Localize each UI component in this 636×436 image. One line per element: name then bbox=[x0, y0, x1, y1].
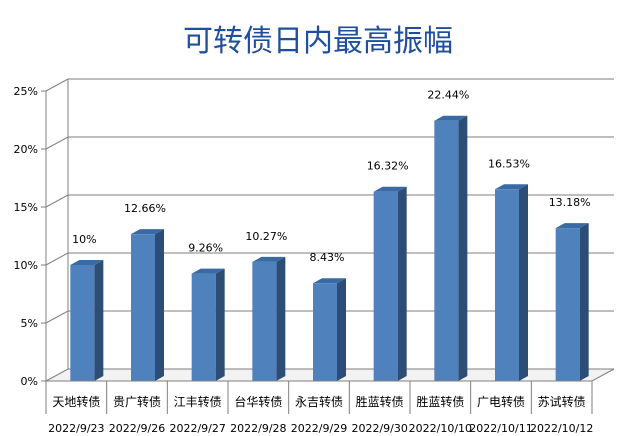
x-category-label: 永吉转债 bbox=[295, 394, 343, 409]
bar-top bbox=[555, 223, 589, 229]
bar-side bbox=[94, 260, 104, 381]
bar-top bbox=[434, 115, 468, 121]
bar-front bbox=[131, 234, 155, 381]
bar-side bbox=[276, 256, 286, 381]
bar-side bbox=[458, 115, 468, 382]
gridline bbox=[45, 194, 614, 208]
bar-top bbox=[495, 184, 528, 190]
bar bbox=[555, 223, 589, 381]
bar-front bbox=[191, 273, 216, 381]
bar-front bbox=[313, 283, 337, 381]
bar bbox=[434, 115, 468, 382]
bar-top bbox=[131, 229, 164, 235]
data-label: 22.44% bbox=[427, 89, 469, 102]
bar bbox=[495, 184, 528, 381]
bar-side bbox=[215, 268, 225, 381]
gridline bbox=[45, 136, 614, 150]
data-label: 16.32% bbox=[367, 160, 409, 173]
x-category-label: 苏试转债 bbox=[538, 394, 586, 409]
bar bbox=[131, 229, 164, 381]
bar bbox=[70, 260, 104, 381]
data-label: 13.18% bbox=[549, 196, 591, 209]
x-category-label: 广电转债 bbox=[477, 394, 525, 409]
bar bbox=[191, 268, 225, 381]
bar bbox=[313, 278, 346, 381]
bar-front bbox=[495, 189, 519, 381]
x-category-label: 台华转债 bbox=[234, 394, 282, 409]
bar-top bbox=[313, 278, 346, 284]
x-date-label: 2022/9/23 bbox=[48, 422, 104, 435]
x-date-label: 2022/9/30 bbox=[351, 422, 407, 435]
bar-top bbox=[252, 256, 286, 262]
gridline bbox=[45, 252, 614, 266]
gridline bbox=[45, 78, 614, 92]
data-label: 10% bbox=[72, 233, 96, 246]
data-label: 9.26% bbox=[188, 242, 223, 255]
bar-top bbox=[373, 186, 407, 192]
y-tick-label: 0% bbox=[21, 375, 38, 388]
bar-layer bbox=[70, 115, 589, 382]
x-date-label: 2022/9/27 bbox=[169, 422, 225, 435]
data-label: 12.66% bbox=[124, 202, 166, 215]
x-category-label: 贵广转债 bbox=[113, 394, 161, 409]
bar-front bbox=[373, 191, 398, 381]
data-label: 8.43% bbox=[310, 251, 345, 264]
bar-top bbox=[191, 268, 225, 274]
bar-side bbox=[579, 223, 589, 381]
y-tick-label: 10% bbox=[14, 259, 38, 272]
data-label-layer: 10% 12.66% 9.26% 10.27% 8.43% 16.32% 22.44% 16.… bbox=[72, 89, 591, 265]
bar-side bbox=[519, 184, 528, 381]
x-category-label: 江丰转债 bbox=[174, 394, 222, 409]
bar-front bbox=[70, 265, 95, 381]
y-tick-label: 25% bbox=[14, 85, 38, 98]
y-tick-layer: 0% 5% 10% 15% 20% 25% bbox=[14, 85, 46, 388]
bar-side bbox=[155, 229, 164, 381]
x-date-label: 2022/10/11 bbox=[469, 422, 532, 435]
x-date-label: 2022/10/10 bbox=[409, 422, 472, 435]
x-category-label: 天地转债 bbox=[52, 394, 100, 409]
x-date-label: 2022/9/28 bbox=[230, 422, 286, 435]
y-tick-label: 20% bbox=[14, 143, 38, 156]
data-label: 10.27% bbox=[245, 230, 287, 243]
chart-title: 可转债日内最高振幅 bbox=[183, 24, 453, 59]
data-label: 16.53% bbox=[488, 157, 530, 170]
bar-top bbox=[70, 260, 104, 265]
x-date-label: 2022/9/26 bbox=[109, 422, 165, 435]
gridline bbox=[45, 310, 614, 324]
x-date-label: 2022/9/29 bbox=[291, 422, 347, 435]
bar-side bbox=[337, 278, 346, 381]
bar-front bbox=[252, 261, 277, 381]
bar-front bbox=[434, 120, 459, 382]
x-category-label: 胜蓝转债 bbox=[416, 394, 464, 409]
x-date-label: 2022/10/12 bbox=[530, 422, 593, 435]
y-tick-label: 5% bbox=[21, 317, 38, 330]
bar bbox=[373, 186, 407, 381]
bar bbox=[252, 256, 286, 381]
bar-side bbox=[397, 186, 407, 381]
y-tick-label: 15% bbox=[14, 201, 38, 214]
x-category-label: 胜蓝转债 bbox=[356, 394, 404, 409]
bar-front bbox=[555, 228, 580, 381]
category-axis-layer: 天地转债 2022/9/23 贵广转债 2022/9/26 江丰转债 2022/9/27 台… bbox=[45, 380, 593, 435]
